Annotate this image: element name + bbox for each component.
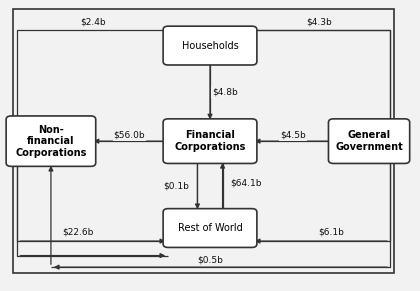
Text: $0.5b: $0.5b bbox=[197, 255, 223, 265]
Text: $4.3b: $4.3b bbox=[306, 18, 332, 27]
Text: $0.1b: $0.1b bbox=[163, 182, 189, 191]
Text: $4.8b: $4.8b bbox=[212, 87, 238, 96]
Text: General
Government: General Government bbox=[335, 130, 403, 152]
FancyBboxPatch shape bbox=[163, 26, 257, 65]
FancyBboxPatch shape bbox=[6, 116, 96, 166]
Text: Financial
Corporations: Financial Corporations bbox=[174, 130, 246, 152]
Text: $4.5b: $4.5b bbox=[280, 131, 306, 140]
Text: $56.0b: $56.0b bbox=[113, 131, 145, 140]
FancyBboxPatch shape bbox=[163, 209, 257, 247]
Text: Households: Households bbox=[181, 40, 239, 51]
Text: $2.4b: $2.4b bbox=[80, 18, 105, 27]
FancyBboxPatch shape bbox=[328, 119, 410, 164]
Text: $64.1b: $64.1b bbox=[230, 179, 261, 188]
FancyBboxPatch shape bbox=[163, 119, 257, 164]
Text: Rest of World: Rest of World bbox=[178, 223, 242, 233]
Text: $6.1b: $6.1b bbox=[318, 228, 344, 237]
Text: $22.6b: $22.6b bbox=[63, 228, 94, 237]
Text: Non-
financial
Corporations: Non- financial Corporations bbox=[15, 125, 87, 158]
